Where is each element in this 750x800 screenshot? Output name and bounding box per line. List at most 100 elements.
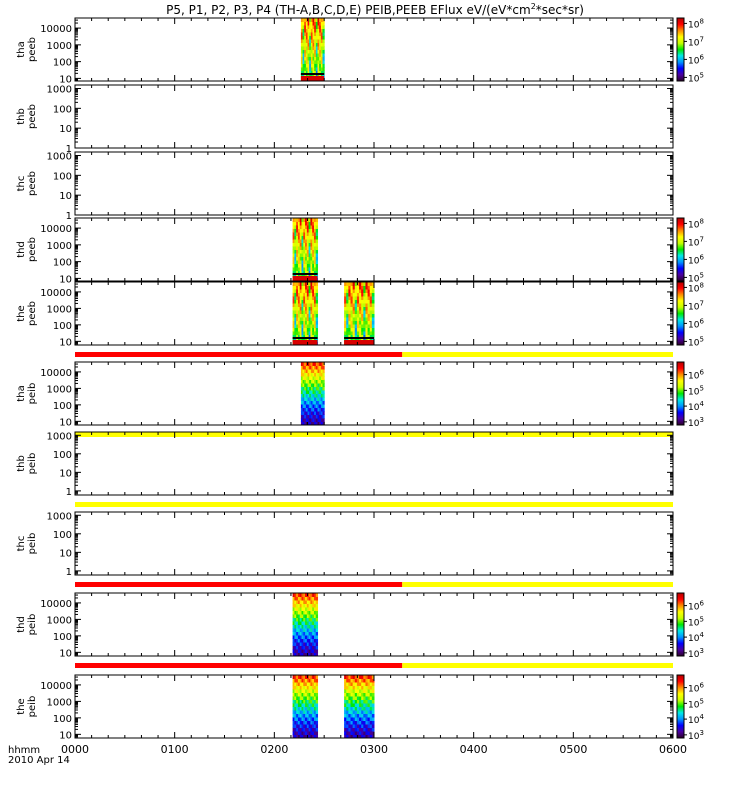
spectrogram-cell: [301, 734, 304, 739]
spectrogram-cell: [301, 292, 304, 297]
spectrogram-cell: [296, 607, 299, 611]
spectrogram-cell: [312, 42, 315, 47]
spectrogram-cell: [322, 362, 325, 366]
spectrogram-cell: [294, 596, 297, 601]
spectrogram-cell: [315, 70, 319, 75]
spectrogram-block: [292, 675, 319, 739]
spectrogram-cell: [317, 369, 320, 373]
spectrogram-cell: [308, 710, 311, 714]
spectrogram-cell: [319, 365, 322, 370]
spectrogram-cell: [310, 324, 313, 328]
spectrogram-cell: [310, 320, 313, 325]
spectrogram-cell: [363, 706, 366, 711]
spectrogram-cell: [308, 249, 311, 254]
spectrogram-cell: [307, 63, 310, 68]
spectrogram-cell: [305, 56, 309, 61]
spectrogram-cell: [319, 32, 322, 36]
spectrogram-cell: [308, 635, 311, 639]
spectrogram-cell: [302, 49, 305, 54]
spectrogram-cell: [299, 652, 303, 657]
spectrogram-cell: [363, 696, 366, 700]
spectrogram-cell: [306, 320, 310, 325]
spectrogram-cell: [296, 696, 299, 700]
spectrogram-cell: [312, 614, 315, 618]
spectrogram-cell: [294, 617, 297, 622]
spectrogram-cell: [303, 249, 306, 254]
spectrogram-cell: [292, 313, 295, 318]
spectrogram-cell: [301, 621, 304, 625]
spectrogram-cell: [319, 18, 322, 22]
spectrogram-cell: [354, 331, 358, 335]
spectrogram-cell: [301, 327, 304, 332]
spectrogram-cell: [301, 675, 304, 679]
spectrogram-cell: [309, 376, 312, 380]
spectrogram-cell: [306, 232, 310, 236]
spectrogram-cell: [312, 53, 315, 57]
spectrogram-cell: [350, 727, 354, 732]
spectrogram-cell: [310, 710, 313, 714]
spectrogram-cell: [352, 720, 356, 725]
spectrogram-cell: [307, 386, 310, 391]
spectrogram-cell: [300, 418, 304, 422]
spectrogram-cell: [296, 678, 299, 683]
spectrogram-cell: [319, 70, 322, 75]
spectrogram-cell: [313, 232, 317, 236]
spectrogram-cell: [297, 267, 301, 271]
spectrogram-cell: [356, 292, 360, 297]
spectrogram-cell: [303, 296, 306, 300]
spectrogram-cell: [308, 313, 311, 318]
spectrogram-cell: [315, 21, 319, 26]
spectrogram-cell: [308, 320, 311, 325]
spectrogram-cell: [292, 617, 295, 622]
spectrogram-cell: [308, 256, 311, 261]
y-tick-label: 10000: [40, 288, 72, 299]
spectrogram-cell: [313, 607, 317, 611]
spectrogram-cell: [308, 720, 311, 725]
spectrogram-cell: [312, 682, 315, 686]
spectrogram-cell: [350, 292, 354, 297]
spectrogram-cell: [292, 703, 295, 707]
spectrogram-cell: [303, 696, 306, 700]
spectrogram-cell: [354, 710, 358, 714]
spectrogram-cell: [310, 299, 313, 304]
y-tick-label: 1: [66, 144, 72, 155]
spectrogram-cell: [303, 246, 306, 250]
spectrogram-cell: [306, 724, 310, 728]
spectrogram-cell: [319, 390, 322, 394]
spectrogram-cell: [297, 260, 301, 264]
spectrogram-cell: [354, 706, 358, 711]
spectrogram-cell: [299, 596, 303, 601]
spectrogram-cell: [344, 327, 347, 332]
spectrogram-cell: [312, 303, 315, 307]
spectrogram-cell: [301, 603, 304, 608]
y-tick-label: 10: [59, 417, 72, 428]
spectrogram-cell: [305, 603, 308, 608]
spectrogram-cell: [297, 235, 301, 240]
spectrogram-cell: [354, 692, 358, 697]
spectrogram-cell: [294, 614, 297, 618]
spectrogram-cell: [300, 53, 304, 57]
spectrogram-cell: [317, 21, 320, 26]
spectrogram-cell: [319, 21, 322, 26]
spectrogram-cell: [361, 692, 364, 697]
spectrogram-cell: [315, 610, 319, 615]
spectrogram-cell: [300, 386, 304, 391]
spectrogram-cell: [292, 699, 295, 704]
spectrogram-cell: [320, 421, 324, 426]
spectrogram-cell: [294, 267, 297, 271]
spectrogram-cell: [317, 397, 320, 401]
spectrogram-cell: [305, 267, 308, 271]
spectrogram-cell: [299, 642, 303, 646]
spectrogram-cell: [365, 331, 369, 335]
spectrogram-cell: [312, 18, 315, 22]
spectrogram-cell: [317, 46, 320, 50]
spectrogram-cell: [314, 53, 317, 57]
spectrogram-cell: [292, 320, 295, 325]
spectrogram-cell: [303, 621, 306, 625]
y-tick-label: 10: [59, 730, 72, 741]
spectrogram-cell: [313, 228, 317, 233]
spectrogram-cell: [301, 334, 304, 339]
spectrogram-cell: [297, 306, 301, 311]
spectrogram-cell: [305, 331, 308, 335]
